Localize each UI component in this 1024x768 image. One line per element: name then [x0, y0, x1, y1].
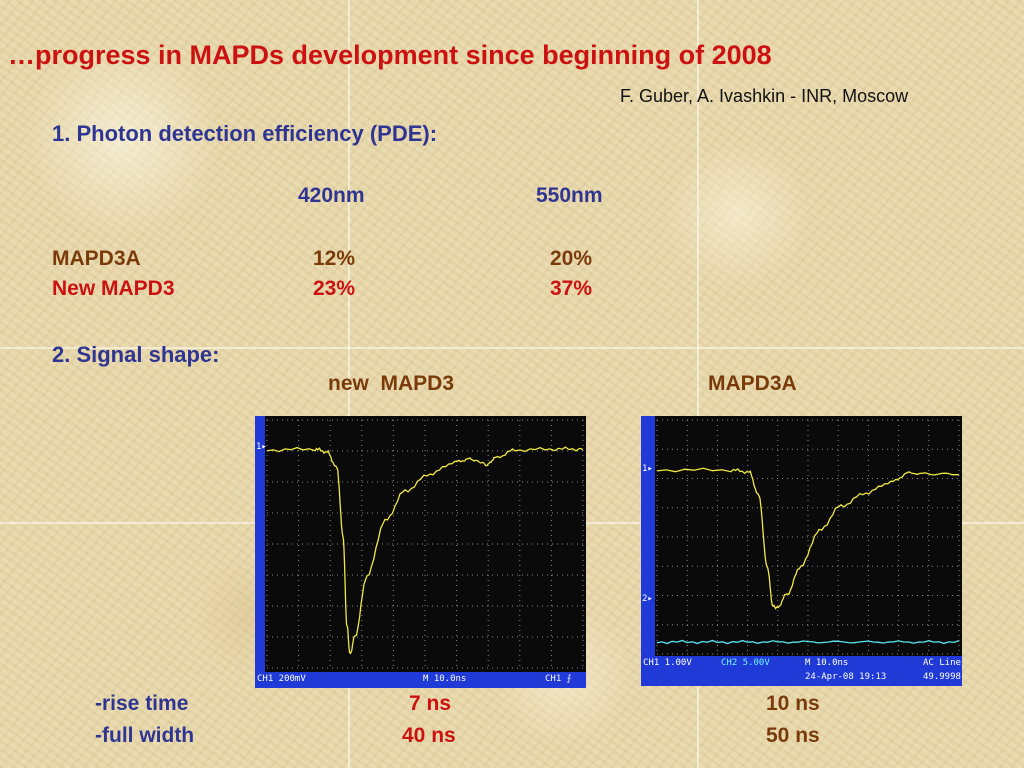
scope-status-bar: CH1 1.00V CH2 5.00V M 10.0ns AC Line 24-…: [641, 656, 962, 686]
ch2-scale: CH2 5.00V: [721, 658, 770, 668]
scope-label-mapd3a: MAPD3A: [708, 372, 797, 395]
timing-label-rise: -rise time: [95, 692, 189, 715]
signal-trace: [656, 467, 959, 610]
tile-seam: [348, 0, 350, 768]
ch1-scale: CH1 1.00V: [643, 658, 692, 668]
trigger-source: AC Line: [923, 658, 961, 668]
scope-frame: [641, 416, 655, 686]
timing-value: 7 ns: [409, 692, 452, 715]
pde-value: 23%: [313, 277, 356, 300]
scope-screen: [656, 419, 960, 655]
pde-row-label: New MAPD3: [52, 277, 175, 300]
tile-seam: [697, 0, 699, 768]
scope-label-new-mapd3: new MAPD3: [328, 372, 455, 395]
section2-heading: 2. Signal shape:: [52, 342, 220, 367]
signal-trace: [656, 639, 960, 645]
timestamp: 24-Apr-08 19:13: [805, 672, 887, 682]
tile-seam: [0, 347, 1024, 349]
timebase: M 10.0ns: [805, 658, 849, 668]
timing-value: 50 ns: [766, 724, 820, 747]
scope-status-bar: CH1 200mV M 10.0ns CH1 ⨍: [255, 672, 586, 688]
trigger: CH1 ⨍: [545, 674, 572, 684]
oscilloscope-new-mapd3: 1▸ CH1 200mV M 10.0ns CH1 ⨍: [255, 416, 586, 688]
oscilloscope-mapd3a: 1▸ 2▸ CH1 1.00V CH2 5.00V M 10.0ns AC Li…: [641, 416, 962, 686]
section1-heading: 1. Photon detection efficiency (PDE):: [52, 121, 438, 146]
channel-marker: 1▸: [256, 442, 267, 452]
frequency: 49.9998: [923, 672, 961, 682]
ch1-scale: CH1 200mV: [257, 674, 306, 684]
timebase: M 10.0ns: [423, 674, 467, 684]
pde-value: 20%: [550, 247, 593, 270]
timing-value: 10 ns: [766, 692, 820, 715]
authors: F. Guber, A. Ivashkin - INR, Moscow: [620, 86, 909, 106]
pde-row-label: MAPD3A: [52, 247, 141, 270]
pde-value: 37%: [550, 277, 593, 300]
pde-header-550: 550nm: [536, 184, 603, 207]
pde-value: 12%: [313, 247, 356, 270]
slide-title: …progress in MAPDs development since beg…: [8, 40, 772, 70]
pde-header-420: 420nm: [298, 184, 365, 207]
channel-marker: 1▸: [642, 464, 653, 474]
graticule: [656, 419, 960, 655]
graticule: [266, 419, 584, 669]
timing-value: 40 ns: [402, 724, 456, 747]
scope-frame: [255, 416, 265, 688]
channel-marker: 2▸: [642, 594, 653, 604]
signal-trace: [266, 446, 584, 655]
timing-label-width: -full width: [95, 724, 195, 747]
scope-screen: [266, 419, 584, 669]
